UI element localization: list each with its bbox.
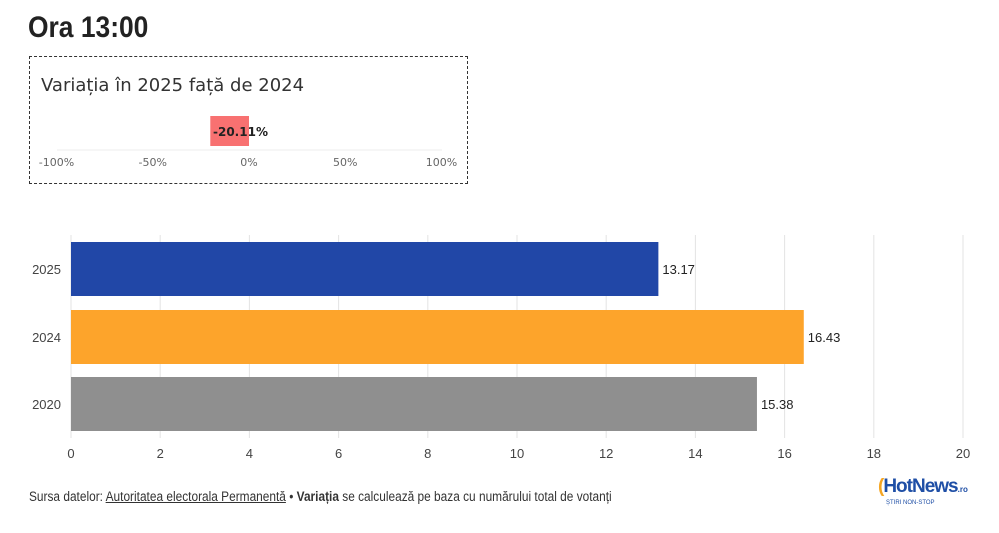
data-label: 15.38 <box>761 397 794 412</box>
source-link[interactable]: Autoritatea electorala Permanentă <box>105 489 286 504</box>
variation-title: Variația în 2025 față de 2024 <box>41 75 305 96</box>
x-tick-label: 14 <box>688 446 702 461</box>
y-tick-label: 2024 <box>32 330 61 345</box>
x-tick-label: 4 <box>246 446 253 461</box>
variation-tick-label: 100% <box>426 156 457 169</box>
footer-prefix: Sursa datelor: <box>29 489 106 504</box>
footer-sep: • <box>285 489 297 504</box>
x-tick-label: 0 <box>67 446 74 461</box>
variation-tick-label: 0% <box>240 156 257 169</box>
logo-text: HotNews <box>883 476 958 497</box>
data-label: 16.43 <box>808 330 841 345</box>
footer-rest: se calculează pe baza cu numărului total… <box>338 489 612 504</box>
variation-bar <box>210 116 249 146</box>
x-tick-label: 6 <box>335 446 342 461</box>
footer: Sursa datelor: Autoritatea electorala Pe… <box>29 488 612 505</box>
data-label: 13.17 <box>662 262 695 277</box>
x-tick-label: 12 <box>599 446 613 461</box>
x-tick-label: 20 <box>956 446 970 461</box>
variation-panel: Variația în 2025 față de 2024 <box>29 56 468 184</box>
bar-2025 <box>71 242 659 296</box>
y-tick-label: 2020 <box>32 397 61 412</box>
logo-tagline: ȘTIRI NON-STOP <box>886 500 935 506</box>
variation-value-label: -20.11% <box>213 125 268 139</box>
variation-tick-label: 50% <box>333 156 357 169</box>
y-tick-label: 2025 <box>32 262 61 277</box>
x-tick-label: 18 <box>867 446 881 461</box>
bar-2024 <box>71 310 804 364</box>
hotnews-logo[interactable]: (HotNews.ro <box>878 476 968 497</box>
bar-2020 <box>71 377 757 431</box>
page-title: Ora 13:00 <box>28 11 149 44</box>
x-tick-label: 10 <box>510 446 524 461</box>
x-tick-label: 2 <box>157 446 164 461</box>
x-tick-label: 16 <box>777 446 791 461</box>
variation-tick-label: -100% <box>39 156 74 169</box>
variation-tick-label: -50% <box>139 156 167 169</box>
x-tick-label: 8 <box>424 446 431 461</box>
logo-suffix: .ro <box>957 485 968 494</box>
footer-bold: Variația <box>296 489 339 504</box>
